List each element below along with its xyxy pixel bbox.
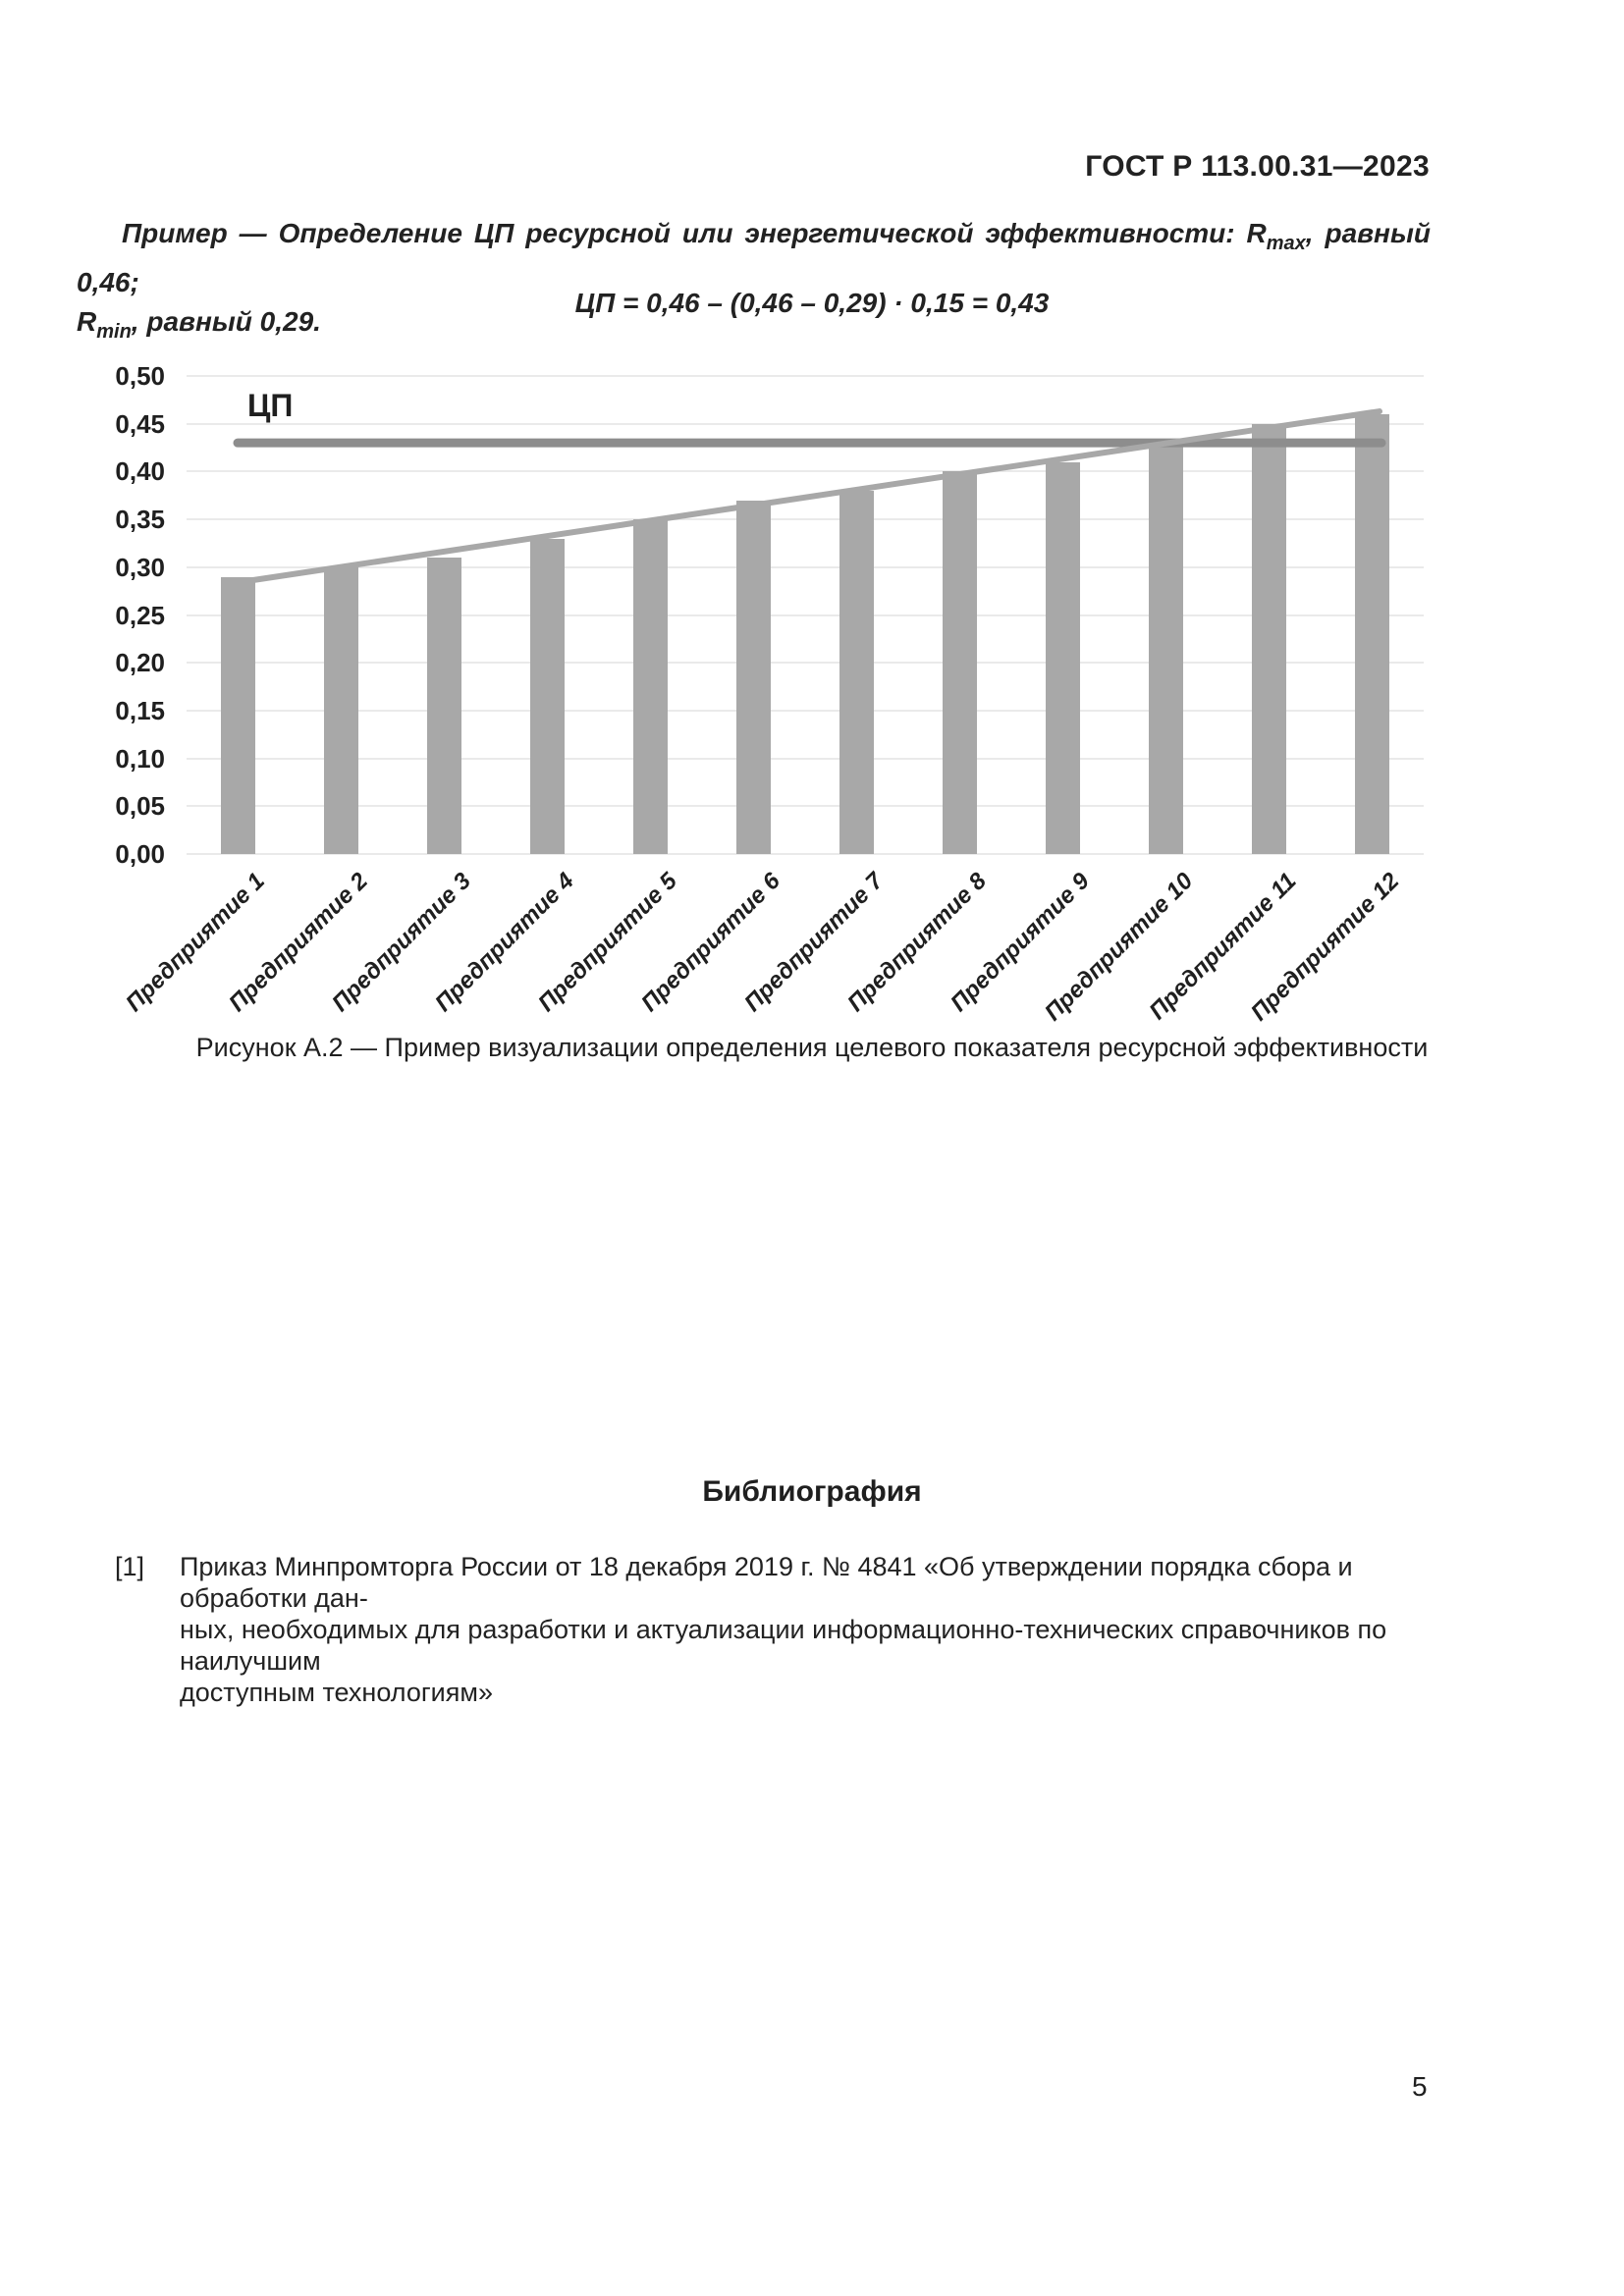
bibliography-heading: Библиография — [702, 1475, 922, 1508]
r-max-subscript: max — [1266, 233, 1306, 254]
gridline — [187, 422, 1424, 425]
gridline — [187, 565, 1424, 568]
gridline — [187, 757, 1424, 760]
y-axis-label: 0,50 — [115, 361, 165, 391]
bar — [529, 538, 565, 854]
gridline — [187, 805, 1424, 808]
y-axis-label: 0,45 — [115, 408, 165, 439]
target-line-label: ЦП — [247, 388, 294, 423]
bar — [839, 490, 874, 854]
trend-line — [235, 408, 1382, 586]
bar — [1148, 443, 1183, 854]
gridline — [187, 614, 1424, 616]
y-axis-label: 0,35 — [115, 505, 165, 535]
gridline — [187, 518, 1424, 521]
figure-caption: Рисунок А.2 — Пример визуализации опреде… — [195, 1033, 1429, 1062]
page-number: 5 — [1412, 2071, 1428, 2102]
bibliography-ref-line: ных, необходимых для разработки и актуал… — [180, 1615, 1387, 1676]
chart-lines — [233, 408, 1386, 586]
bar — [942, 471, 977, 854]
y-axis-label: 0,00 — [115, 839, 165, 869]
y-axis-label: 0,15 — [115, 695, 165, 725]
y-axis-label: 0,30 — [115, 552, 165, 582]
example-line-1-text: Пример — Определение ЦП ресурсной или эн… — [122, 218, 1267, 248]
y-axis-label: 0,05 — [115, 791, 165, 822]
bar — [632, 519, 668, 854]
bar — [220, 576, 255, 854]
bibliography-ref-marker: [1] — [115, 1552, 145, 1581]
y-axis-label: 0,40 — [115, 456, 165, 487]
y-axis-label: 0,10 — [115, 743, 165, 774]
bibliography-ref-text: Приказ Минпромторга России от 18 декабря… — [180, 1551, 1456, 1708]
bibliography-ref-line: Приказ Минпромторга России от 18 декабря… — [180, 1552, 1353, 1613]
example-line-2-tail: , равный 0,29. — [131, 306, 321, 337]
gridline — [187, 470, 1424, 473]
gridline — [187, 662, 1424, 665]
bar — [1354, 413, 1389, 854]
r-min-subscript: min — [96, 321, 132, 343]
gridline — [187, 375, 1424, 377]
page-header: ГОСТ Р 113.00.31—2023 — [1085, 150, 1430, 183]
bar — [426, 558, 461, 854]
bar-chart: ЦП 0,00 0,05 0,10 0,15 0,20 0,25 0,30 0,35 0,40 0… — [0, 0, 1624, 1080]
example-line-1: Пример — Определение ЦП ресурсной или эн… — [77, 214, 1431, 302]
example-line-2-text: R — [77, 306, 97, 337]
bar — [1251, 423, 1286, 854]
gridline — [187, 709, 1424, 712]
formula: ЦП = 0,46 – (0,46 – 0,29) · 0,15 = 0,43 — [574, 288, 1050, 318]
bar — [1045, 461, 1080, 854]
bar — [735, 500, 771, 854]
bibliography-ref-line: доступным технологиям» — [180, 1678, 493, 1707]
example-line-2: Rmin, равный 0,29. — [77, 302, 1431, 351]
example-paragraph: Пример — Определение ЦП ресурсной или эн… — [77, 214, 1431, 351]
y-axis-label: 0,25 — [115, 600, 165, 630]
bar — [323, 566, 358, 854]
y-axis-label: 0,20 — [115, 648, 165, 678]
example-line-1-tail: , равный 0,46; — [77, 218, 1431, 297]
gridline — [187, 853, 1424, 855]
